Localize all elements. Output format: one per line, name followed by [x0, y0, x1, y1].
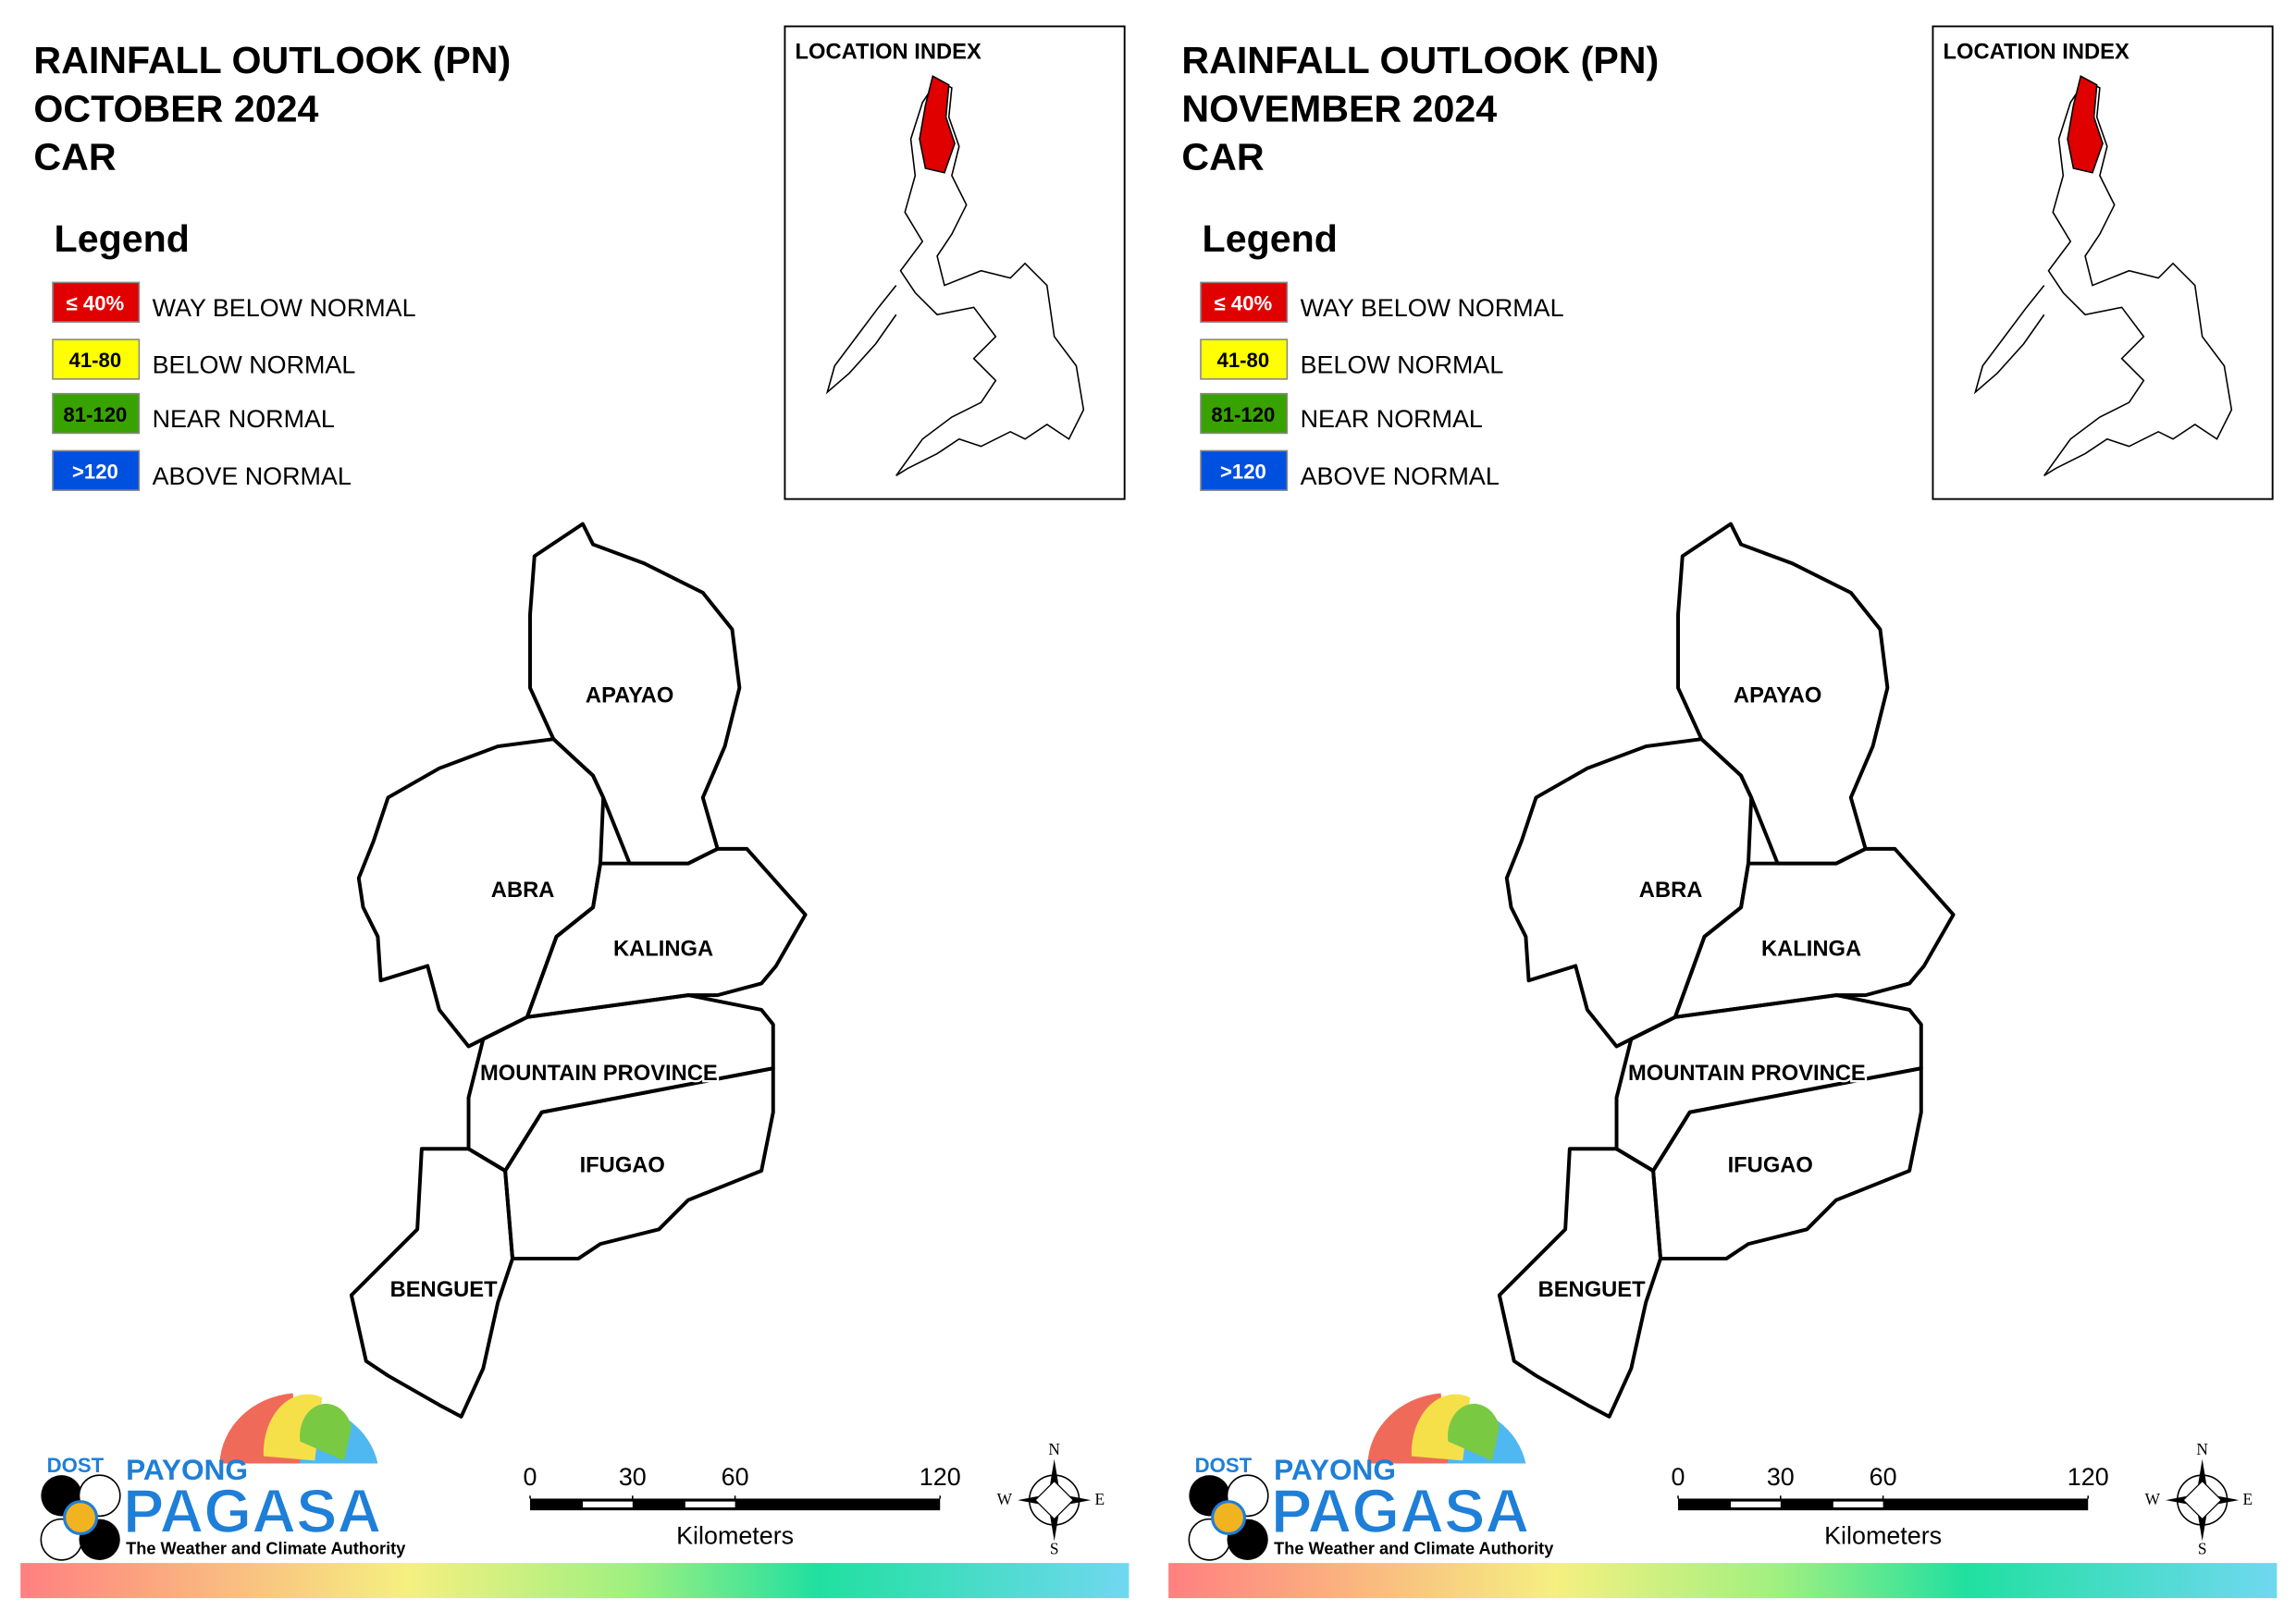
compass-letter: S	[1050, 1540, 1059, 1558]
province-label: APAYAO	[586, 684, 673, 708]
legend-swatch	[52, 449, 141, 491]
legend-swatch-label: 81-120	[63, 403, 127, 426]
scale-tick-label: 0	[524, 1463, 537, 1491]
region	[377, 629, 773, 1245]
legend-swatch-label: >120	[1220, 460, 1266, 483]
legend-swatch	[1200, 392, 1289, 435]
legend-swatch	[1200, 338, 1289, 380]
legend-swatch-label: 41-80	[69, 349, 122, 372]
legend-swatch-label: >120	[72, 460, 118, 483]
legend-swatch	[52, 392, 141, 435]
scale-tick-label: 120	[2068, 1463, 2109, 1491]
legend-swatch-label: ≤ 40%	[1215, 291, 1273, 314]
province-label: MOUNTAIN PROVINCE	[480, 1062, 718, 1086]
color-strip	[20, 1563, 1129, 1599]
logo-agency: DOST	[1195, 1454, 1253, 1477]
scale-unit: Kilometers	[1824, 1522, 1942, 1550]
scale-unit: Kilometers	[676, 1522, 794, 1550]
panel: RAINFALL OUTLOOK (PN) NOVEMBER 2024 CAR Leg…	[1168, 25, 2277, 1599]
title-line: NOVEMBER 2024	[1181, 87, 1497, 129]
compass-letter: N	[1048, 1440, 1060, 1458]
legend-swatch	[1200, 449, 1289, 491]
logo-tagline: The Weather and Climate Authority	[126, 1540, 406, 1558]
legend-swatch	[52, 281, 141, 323]
legend-swatch	[52, 338, 141, 380]
panel: RAINFALL OUTLOOK (PN) OCTOBER 2024 CAR Lege…	[20, 25, 1129, 1599]
legend-swatch	[1200, 281, 1289, 323]
legend-label: WAY BELOW NORMAL	[1301, 294, 1564, 322]
compass-letter: S	[2198, 1540, 2207, 1558]
province-label: APAYAO	[1734, 684, 1821, 708]
province-label: MOUNTAIN PROVINCE	[1628, 1062, 1866, 1086]
province-label: KALINGA	[1761, 937, 1861, 961]
legend-title: Legend	[1203, 217, 1338, 260]
location-index-title: LOCATION INDEX	[1944, 40, 2129, 64]
logo-top: PAYONG	[126, 1453, 248, 1486]
color-strip	[1168, 1563, 2277, 1599]
scale-tick-label: 30	[619, 1463, 647, 1491]
logo-name: PAGASA	[123, 1478, 381, 1546]
scale-tick-label: 60	[722, 1463, 749, 1491]
legend-swatch-label: 41-80	[1217, 349, 1270, 372]
location-index-title: LOCATION INDEX	[796, 40, 981, 64]
legend-swatch-label: 81-120	[1211, 403, 1275, 426]
province-label: ABRA	[1639, 879, 1703, 903]
location-index-map	[1932, 25, 2274, 500]
logo-agency: DOST	[47, 1454, 105, 1477]
compass-rose	[2165, 1457, 2240, 1543]
legend-title: Legend	[55, 217, 190, 260]
scale-tick-label: 30	[1767, 1463, 1795, 1491]
compass-letter: W	[997, 1490, 1013, 1508]
scale-bar	[1678, 1498, 2089, 1511]
logo-tagline: The Weather and Climate Authority	[1274, 1540, 1554, 1558]
province-label: ABRA	[491, 879, 555, 903]
title-line: CAR	[1181, 136, 1264, 178]
title-line: CAR	[33, 136, 116, 178]
title-line: RAINFALL OUTLOOK (PN)	[33, 39, 511, 81]
legend-label: BELOW NORMAL	[153, 351, 356, 379]
logo-name: PAGASA	[1271, 1478, 1529, 1546]
compass-letter: W	[2145, 1490, 2161, 1508]
province-label: KALINGA	[613, 937, 713, 961]
compass-letter: N	[2196, 1440, 2208, 1458]
legend-label: NEAR NORMAL	[1301, 405, 1483, 433]
legend-swatch-label: ≤ 40%	[67, 291, 125, 314]
compass-letter: E	[2242, 1490, 2253, 1508]
legend-label: ABOVE NORMAL	[153, 462, 352, 490]
scale-tick-label: 120	[920, 1463, 961, 1491]
province-label: IFUGAO	[580, 1154, 665, 1178]
logo-top: PAYONG	[1274, 1453, 1396, 1486]
legend-label: ABOVE NORMAL	[1301, 462, 1500, 490]
province-label: IFUGAO	[1728, 1154, 1813, 1178]
province-label: BENGUET	[1538, 1278, 1647, 1302]
legend-label: WAY BELOW NORMAL	[153, 294, 416, 322]
scale-tick-label: 0	[1672, 1463, 1685, 1491]
location-index-map	[784, 25, 1126, 500]
scale-tick-label: 60	[1870, 1463, 1897, 1491]
scale-bar	[530, 1498, 941, 1511]
title-line: RAINFALL OUTLOOK (PN)	[1181, 39, 1659, 81]
compass-rose	[1017, 1457, 1092, 1543]
province-label: BENGUET	[390, 1278, 499, 1302]
legend-label: NEAR NORMAL	[153, 405, 335, 433]
legend-label: BELOW NORMAL	[1301, 351, 1504, 379]
compass-letter: E	[1094, 1490, 1105, 1508]
title-line: OCTOBER 2024	[33, 87, 318, 129]
